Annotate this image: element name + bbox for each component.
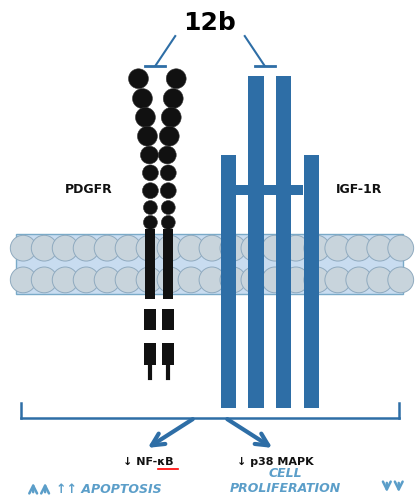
Bar bbox=[221, 155, 236, 407]
Bar bbox=[162, 308, 174, 330]
Circle shape bbox=[31, 267, 57, 293]
Circle shape bbox=[262, 267, 288, 293]
Circle shape bbox=[220, 236, 246, 261]
Circle shape bbox=[388, 267, 414, 293]
Text: CELL
PROLIFERATION: CELL PROLIFERATION bbox=[230, 467, 341, 495]
Text: PDGFR: PDGFR bbox=[65, 183, 113, 196]
Circle shape bbox=[160, 183, 176, 198]
Circle shape bbox=[143, 216, 158, 230]
Circle shape bbox=[220, 267, 246, 293]
Circle shape bbox=[115, 267, 141, 293]
Circle shape bbox=[161, 200, 175, 214]
Circle shape bbox=[143, 200, 158, 214]
Circle shape bbox=[52, 236, 78, 261]
Circle shape bbox=[161, 216, 175, 230]
Text: ↓ p38 MAPK: ↓ p38 MAPK bbox=[237, 458, 314, 468]
Circle shape bbox=[346, 267, 372, 293]
Bar bbox=[235, 184, 303, 194]
Circle shape bbox=[115, 236, 141, 261]
Circle shape bbox=[94, 236, 120, 261]
Circle shape bbox=[10, 267, 36, 293]
Circle shape bbox=[140, 146, 158, 164]
Circle shape bbox=[136, 236, 162, 261]
Circle shape bbox=[199, 236, 225, 261]
Circle shape bbox=[31, 236, 57, 261]
Circle shape bbox=[157, 236, 183, 261]
Circle shape bbox=[73, 267, 99, 293]
Circle shape bbox=[10, 236, 36, 261]
Text: ↓ NF-κB: ↓ NF-κB bbox=[123, 458, 173, 468]
Circle shape bbox=[52, 267, 78, 293]
Circle shape bbox=[160, 165, 176, 181]
Circle shape bbox=[135, 108, 155, 128]
Circle shape bbox=[325, 236, 351, 261]
Circle shape bbox=[157, 267, 183, 293]
Circle shape bbox=[158, 146, 176, 164]
Circle shape bbox=[166, 69, 186, 88]
Bar bbox=[145, 308, 156, 330]
Circle shape bbox=[73, 236, 99, 261]
Circle shape bbox=[283, 236, 309, 261]
Circle shape bbox=[367, 267, 393, 293]
Text: ↑↑ APOPTOSIS: ↑↑ APOPTOSIS bbox=[56, 482, 162, 496]
Circle shape bbox=[159, 126, 179, 146]
Circle shape bbox=[142, 165, 158, 181]
Circle shape bbox=[199, 267, 225, 293]
Text: 12b: 12b bbox=[184, 11, 236, 35]
Circle shape bbox=[325, 267, 351, 293]
Circle shape bbox=[241, 267, 267, 293]
Circle shape bbox=[142, 183, 158, 198]
Bar bbox=[248, 76, 264, 407]
Circle shape bbox=[136, 267, 162, 293]
Circle shape bbox=[241, 236, 267, 261]
Bar bbox=[162, 344, 174, 365]
Bar bbox=[16, 234, 403, 294]
Circle shape bbox=[137, 126, 158, 146]
Circle shape bbox=[388, 236, 414, 261]
Circle shape bbox=[178, 267, 204, 293]
Bar bbox=[276, 76, 292, 407]
Circle shape bbox=[94, 267, 120, 293]
Circle shape bbox=[283, 267, 309, 293]
Circle shape bbox=[161, 108, 181, 128]
Circle shape bbox=[304, 267, 330, 293]
Circle shape bbox=[178, 236, 204, 261]
Circle shape bbox=[346, 236, 372, 261]
Circle shape bbox=[304, 236, 330, 261]
Bar bbox=[304, 155, 319, 407]
Circle shape bbox=[129, 69, 148, 88]
Circle shape bbox=[132, 88, 153, 108]
Text: IGF-1R: IGF-1R bbox=[336, 183, 382, 196]
Bar bbox=[145, 230, 155, 298]
Circle shape bbox=[262, 236, 288, 261]
Circle shape bbox=[163, 88, 183, 108]
Bar bbox=[163, 230, 173, 298]
Circle shape bbox=[367, 236, 393, 261]
Bar bbox=[145, 344, 156, 365]
